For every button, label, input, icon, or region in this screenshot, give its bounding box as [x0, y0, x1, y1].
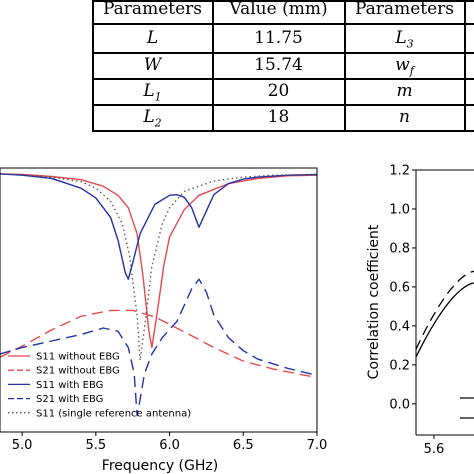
sparameter-curves — [0, 173, 317, 417]
table-cell-value: 11.75 — [254, 28, 303, 48]
sparameter-legend: S11 without EBG S21 without EBG S11 with E… — [8, 352, 191, 419]
parameter-table: Parameters Value (mm) Parameters L 11.75… — [0, 0, 474, 132]
table-column-rule — [344, 0, 346, 131]
table-row-rule — [92, 52, 474, 54]
legend-label-s21-with-ebg: S21 with EBG — [36, 394, 103, 405]
sparameter-x-axis-label: Frequency (GHz) — [102, 458, 218, 474]
series-line-s11-without-ebg — [0, 173, 317, 349]
legend-label-s11-single-reference-antenna: S11 (single reference antenna) — [36, 408, 191, 419]
table-cell-param: L1 — [143, 81, 162, 104]
table-row-rule — [92, 104, 474, 106]
correlation-y-axis-label: Correlation coefficient — [366, 224, 382, 379]
legend-label-s11-with-ebg: S11 with EBG — [36, 380, 103, 391]
x-tick-label: 5.0 — [12, 438, 33, 453]
table-cell-param: m — [396, 81, 413, 101]
legend-label-s21-without-ebg: S21 without EBG — [36, 366, 120, 377]
series-line-s11-single-reference-antenna — [0, 173, 317, 362]
table-header-cell: Parameters — [103, 0, 202, 19]
y-tick-label: 1.2 — [389, 164, 410, 179]
table-cell-value: 18 — [267, 107, 290, 127]
x-tick-label: 7.0 — [307, 438, 328, 453]
y-tick-label: 0.2 — [389, 358, 410, 373]
table-column-rule — [212, 0, 214, 131]
table-column-rule — [92, 0, 94, 131]
table-cell-value: 20 — [267, 81, 290, 101]
table-cell-value: 15.74 — [254, 55, 303, 75]
table-cell-param: n — [399, 107, 410, 127]
y-tick-label: 0.8 — [389, 241, 410, 256]
correlation-curves — [415, 270, 474, 358]
plot-frame — [0, 167, 318, 433]
series-line-s21-without-ebg — [0, 309, 317, 379]
x-tick-label: 5.5 — [85, 438, 106, 453]
table-column-rule — [464, 0, 466, 131]
table-cell-param: W — [143, 55, 162, 75]
table-cell-param: wf — [395, 55, 414, 78]
x-tick-label: 5.6 — [424, 442, 445, 457]
table-cell-param: L3 — [395, 28, 414, 51]
x-tick-label: 6.0 — [159, 438, 180, 453]
series-line-s11-with-ebg — [0, 173, 317, 280]
table-header-cell: Parameters — [355, 0, 454, 19]
y-tick-label: 0.4 — [389, 319, 410, 334]
correlation-axes: 0.0 0.2 0.4 0.6 0.8 1.0 1.2 5.6 — [389, 164, 474, 457]
table-header-rule — [92, 23, 474, 25]
series-line-s21-with-ebg — [0, 278, 317, 417]
x-tick-label: 6.5 — [233, 438, 254, 453]
table-header-cell: Value (mm) — [229, 0, 328, 19]
sparameter-axes: 5.0 5.5 6.0 6.5 7.0 — [0, 167, 328, 453]
table-top-rule — [92, 0, 474, 2]
y-tick-label: 1.0 — [389, 202, 410, 217]
table-cell-param: L — [146, 28, 159, 48]
y-tick-label: 0.6 — [389, 280, 410, 295]
table-row-rule — [92, 78, 474, 80]
table-bottom-rule — [92, 130, 474, 132]
correlation-series-line — [415, 282, 474, 358]
y-tick-label: 0.0 — [389, 397, 410, 412]
correlation-series-line — [415, 270, 474, 350]
legend-label-s11-without-ebg: S11 without EBG — [36, 352, 120, 363]
table-cell-param: L2 — [143, 107, 162, 130]
